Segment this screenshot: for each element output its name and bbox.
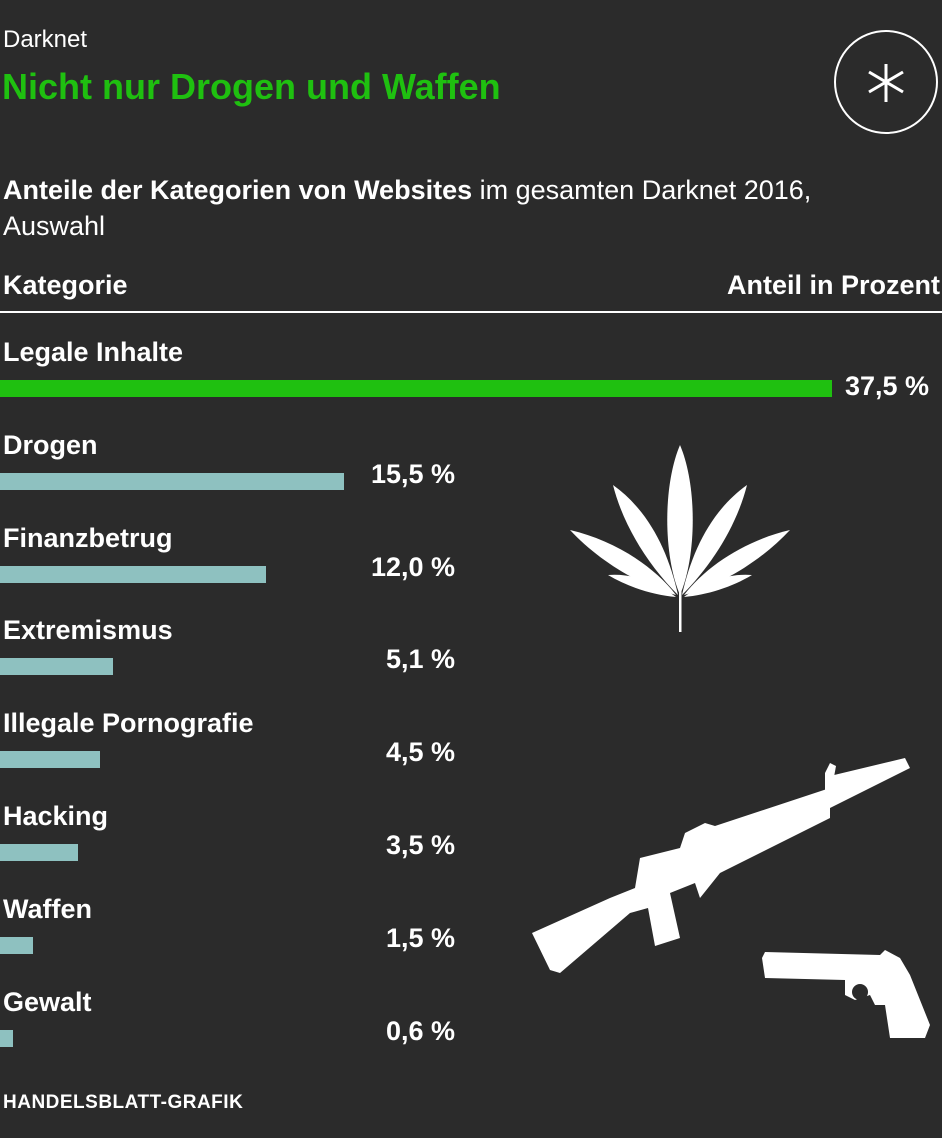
- bar: [0, 658, 114, 676]
- bar: [0, 380, 832, 397]
- category-label: Finanzbetrug: [3, 522, 173, 553]
- value-label: 37,5 %: [845, 371, 930, 401]
- kicker: Darknet: [3, 26, 88, 53]
- category-label: Extremismus: [3, 615, 173, 646]
- bar: [0, 472, 344, 490]
- subtitle-bold: Anteile der Kategorien von Websites: [3, 175, 473, 205]
- column-header-value: Anteil in Prozent: [726, 270, 940, 300]
- header-divider: [0, 311, 942, 313]
- category-label: Drogen: [3, 429, 98, 460]
- bar: [0, 936, 34, 954]
- value-label: 15,5 %: [370, 458, 455, 489]
- revolver-icon: [762, 950, 930, 1038]
- bar: [0, 1029, 14, 1047]
- chart-title: Nicht nur Drogen und Waffen: [2, 66, 501, 107]
- rifle-icon: [532, 758, 910, 973]
- cannabis-leaf-icon: [570, 445, 790, 632]
- category-label: Illegale Pornografie: [3, 708, 254, 739]
- value-label: 5,1 %: [385, 644, 455, 675]
- category-label: Legale Inhalte: [3, 337, 184, 367]
- value-label: 4,5 %: [385, 737, 455, 768]
- bar: [0, 751, 100, 769]
- subtitle-rest: im gesamten Darknet 2016, Auswahl: [3, 175, 812, 241]
- asterisk-logo-icon: [834, 30, 938, 134]
- value-label: 0,6 %: [385, 1015, 455, 1046]
- column-header-category: Kategorie: [3, 270, 128, 300]
- value-label: 3,5 %: [385, 830, 455, 860]
- category-label: Gewalt: [3, 986, 92, 1017]
- value-label: 12,0 %: [370, 551, 455, 582]
- bar: [0, 844, 78, 861]
- category-label: Waffen: [3, 893, 92, 924]
- chart-subtitle: Anteile der Kategorien von Websites im g…: [3, 172, 903, 244]
- value-label: 1,5 %: [385, 922, 455, 953]
- category-label: Hacking: [3, 801, 109, 831]
- bar: [0, 565, 267, 583]
- source-credit: HANDELSBLATT-GRAFIK: [3, 1092, 244, 1113]
